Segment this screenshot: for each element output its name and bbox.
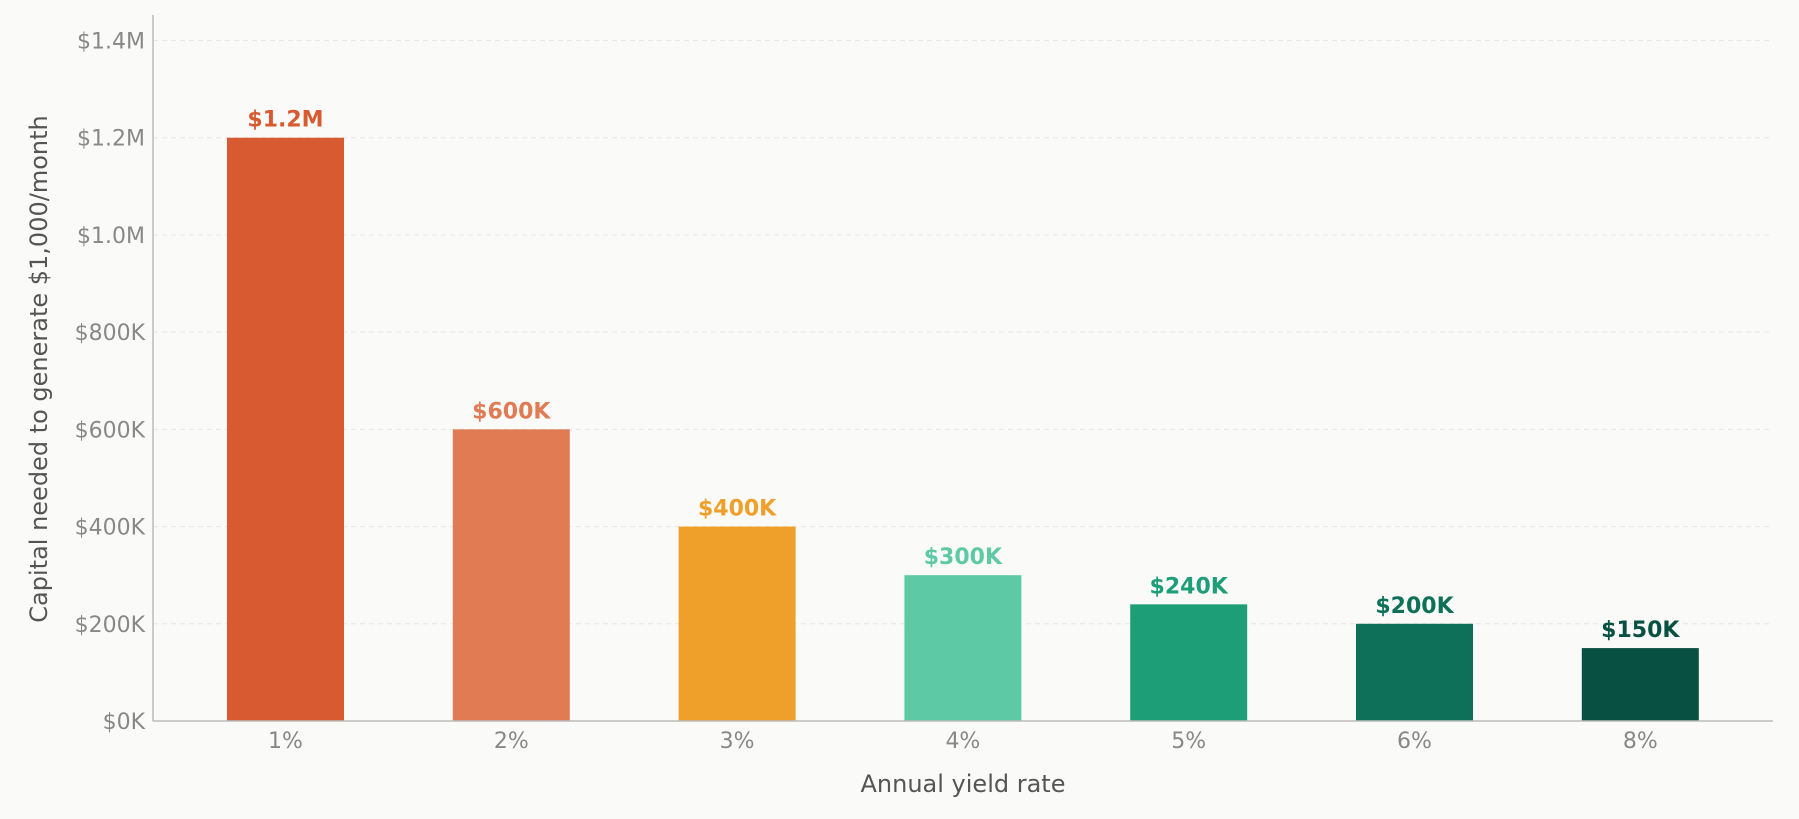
x-tick-label: 3% bbox=[720, 729, 755, 754]
y-tick-labels: $0K $200K $400K $600K $800K $1.0M $1.2M $1.4M bbox=[75, 30, 146, 736]
x-tick-label: 6% bbox=[1397, 729, 1432, 754]
bar-value-label: $300K bbox=[924, 545, 1003, 570]
y-tick-label: $600K bbox=[75, 418, 146, 443]
bar bbox=[452, 429, 570, 721]
bar-value-label: $600K bbox=[472, 399, 551, 424]
bar bbox=[1356, 623, 1473, 721]
x-axis-title: Annual yield rate bbox=[861, 770, 1066, 798]
y-axis-title: Capital needed to generate $1,000/month bbox=[25, 115, 53, 622]
gridlines bbox=[153, 40, 1773, 625]
x-tick-label: 1% bbox=[268, 729, 303, 754]
x-tick-label: 4% bbox=[945, 729, 980, 754]
bar-value-label: $240K bbox=[1150, 574, 1229, 599]
y-tick-label: $200K bbox=[75, 613, 146, 638]
x-tick-labels: 1% 2% 3% 4% 5% 6% 8% bbox=[268, 729, 1658, 754]
bar-value-label: $400K bbox=[698, 497, 777, 522]
bar-value-label: $150K bbox=[1601, 618, 1680, 643]
bar-value-label: $1.2M bbox=[247, 108, 323, 133]
y-tick-label: $0K bbox=[103, 710, 146, 735]
x-tick-label: 8% bbox=[1623, 729, 1658, 754]
y-tick-label: $800K bbox=[75, 321, 146, 346]
bar-value-labels: $1.2M $600K $400K $300K $240K $200K $150K bbox=[247, 108, 1680, 643]
x-tick-label: 2% bbox=[494, 729, 529, 754]
bar bbox=[1130, 604, 1248, 721]
bars bbox=[227, 137, 1699, 721]
x-tick-label: 5% bbox=[1171, 729, 1206, 754]
y-tick-label: $1.2M bbox=[77, 127, 145, 152]
y-tick-label: $1.4M bbox=[77, 30, 145, 55]
bar bbox=[227, 137, 344, 721]
bar bbox=[1581, 648, 1699, 721]
bar bbox=[904, 575, 1022, 721]
bar bbox=[678, 526, 796, 721]
bar-value-label: $200K bbox=[1375, 594, 1454, 619]
y-tick-label: $400K bbox=[75, 516, 146, 541]
y-tick-label: $1.0M bbox=[77, 224, 145, 249]
